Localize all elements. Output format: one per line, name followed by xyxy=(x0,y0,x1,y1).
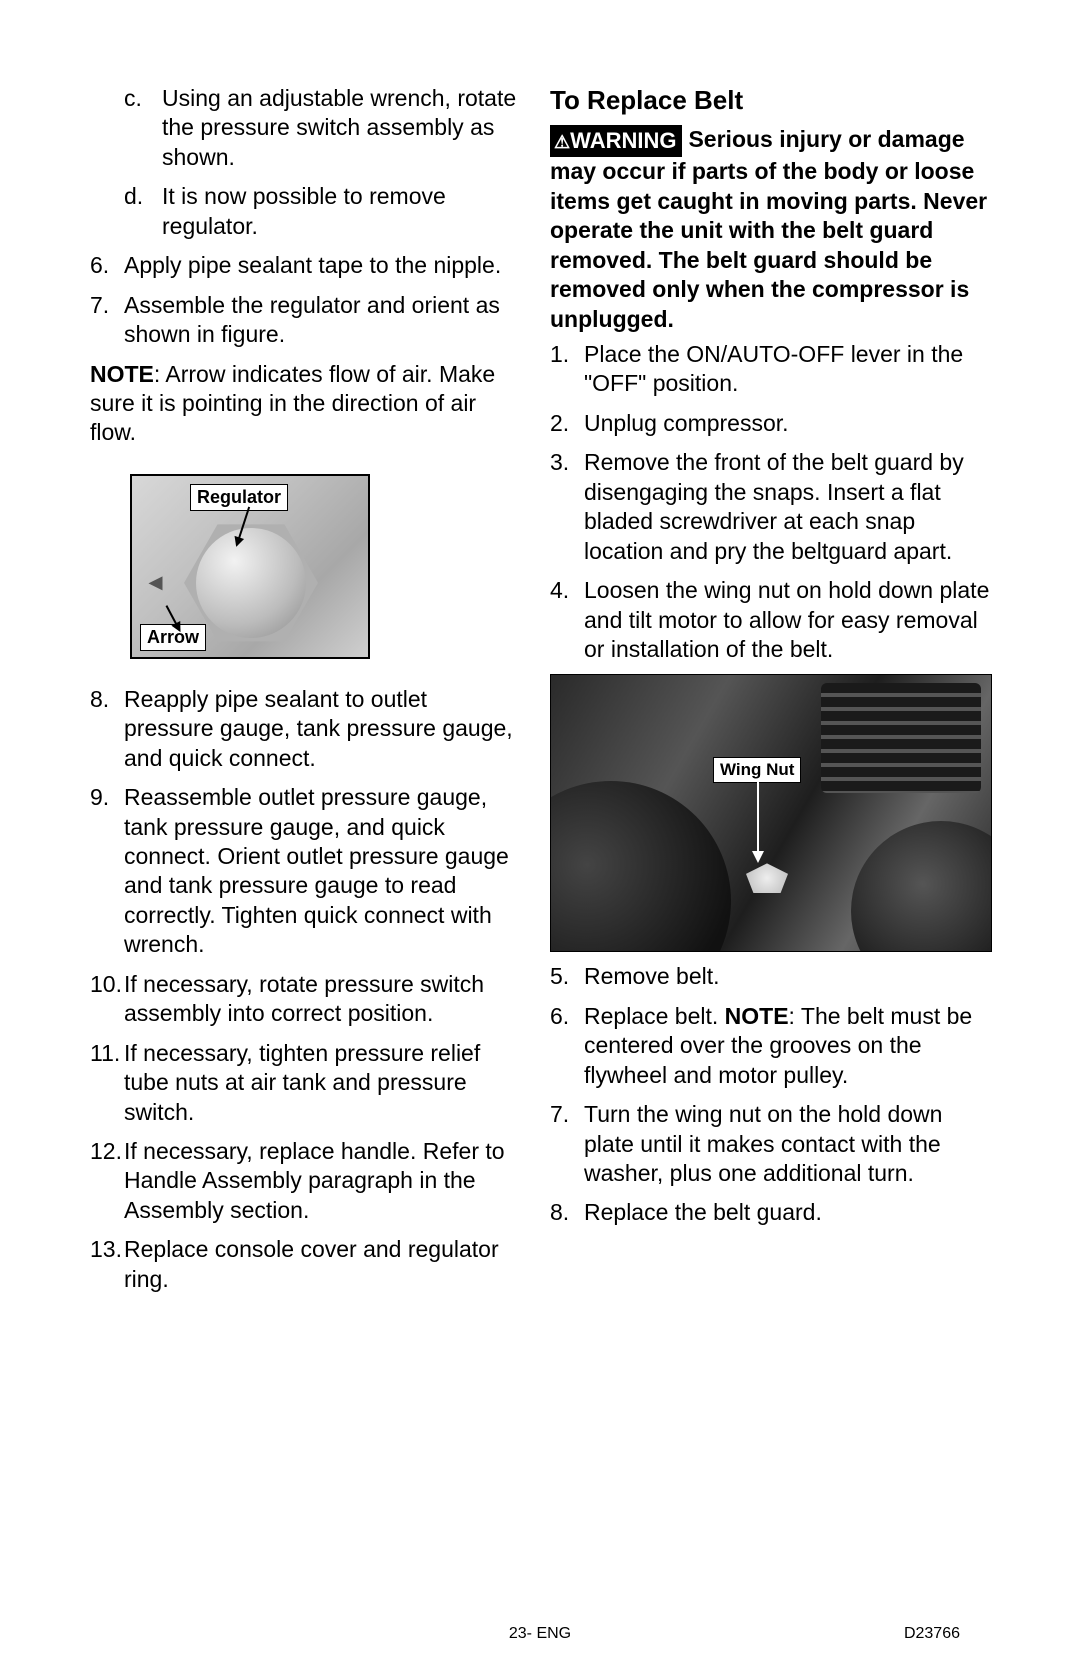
step-2: 2. Unplug compressor. xyxy=(550,409,990,438)
step-number: 10. xyxy=(90,970,124,1029)
step-13: 13. Replace console cover and regulator … xyxy=(90,1235,520,1294)
step-text: Loosen the wing nut on hold down plate a… xyxy=(584,576,990,664)
step-text: Assemble the regulator and orient as sho… xyxy=(124,291,520,350)
step-6: 6. Apply pipe sealant tape to the nipple… xyxy=(90,251,520,280)
step-number: 13. xyxy=(90,1235,124,1294)
step-8: 8. Replace the belt guard. xyxy=(550,1198,990,1227)
step-9: 9. Reassemble outlet pressure gauge, tan… xyxy=(90,783,520,960)
step-10: 10. If necessary, rotate pressure switch… xyxy=(90,970,520,1029)
step-text: Replace console cover and regulator ring… xyxy=(124,1235,520,1294)
step-text: Turn the wing nut on the hold down plate… xyxy=(584,1100,990,1188)
step-12: 12. If necessary, replace handle. Refer … xyxy=(90,1137,520,1225)
step-text: Replace belt. NOTE: The belt must be cen… xyxy=(584,1002,990,1090)
belt-steps-top: 1. Place the ON/AUTO-OFF lever in the "O… xyxy=(550,340,990,664)
step-number: 8. xyxy=(550,1198,584,1227)
sub-item-c: c. Using an adjustable wrench, rotate th… xyxy=(124,84,520,172)
warning-badge: ⚠WARNING xyxy=(550,125,682,157)
step-text: Unplug compressor. xyxy=(584,409,990,438)
inline-note-label: NOTE xyxy=(725,1003,789,1029)
step-number: 7. xyxy=(550,1100,584,1188)
flywheel-right xyxy=(851,821,992,952)
main-list-top: 6. Apply pipe sealant tape to the nipple… xyxy=(90,251,520,349)
step-number: 2. xyxy=(550,409,584,438)
sub-text: It is now possible to remove regulator. xyxy=(162,182,520,241)
step-4: 4. Loosen the wing nut on hold down plat… xyxy=(550,576,990,664)
page: c. Using an adjustable wrench, rotate th… xyxy=(0,0,1080,1669)
warning-triangle-icon: ⚠ xyxy=(554,131,570,154)
step-text: Reapply pipe sealant to outlet pressure … xyxy=(124,685,520,773)
note-label: NOTE xyxy=(90,361,154,387)
sub-list: c. Using an adjustable wrench, rotate th… xyxy=(124,84,520,241)
step-number: 7. xyxy=(90,291,124,350)
warning-paragraph: ⚠WARNINGSerious injury or damage may occ… xyxy=(550,125,990,334)
step-text-a: Replace belt. xyxy=(584,1003,725,1029)
flywheel-left xyxy=(550,781,731,952)
step-text: Replace the belt guard. xyxy=(584,1198,990,1227)
step-number: 3. xyxy=(550,448,584,566)
step-7: 7. Turn the wing nut on the hold down pl… xyxy=(550,1100,990,1188)
figure-frame: ▲ Regulator Arrow xyxy=(130,474,370,659)
note-paragraph: NOTE: Arrow indicates flow of air. Make … xyxy=(90,360,520,448)
figure-wingnut: Wing Nut xyxy=(550,674,992,952)
wing-nut-shape xyxy=(746,863,788,893)
step-7: 7. Assemble the regulator and orient as … xyxy=(90,291,520,350)
warning-text: Serious injury or damage may occur if pa… xyxy=(550,126,987,331)
step-text: If necessary, tighten pressure relief tu… xyxy=(124,1039,520,1127)
main-list-bottom: 8. Reapply pipe sealant to outlet pressu… xyxy=(90,685,520,1294)
pointer-icon xyxy=(757,779,759,861)
step-number: 8. xyxy=(90,685,124,773)
sub-item-d: d. It is now possible to remove regulato… xyxy=(124,182,520,241)
sub-marker: c. xyxy=(124,84,162,172)
step-text: Remove the front of the belt guard by di… xyxy=(584,448,990,566)
sub-marker: d. xyxy=(124,182,162,241)
step-number: 6. xyxy=(90,251,124,280)
step-1: 1. Place the ON/AUTO-OFF lever in the "O… xyxy=(550,340,990,399)
regulator-knob xyxy=(196,528,306,638)
step-5: 5. Remove belt. xyxy=(550,962,990,991)
section-heading: To Replace Belt xyxy=(550,84,990,117)
flow-arrow-icon: ▲ xyxy=(141,571,172,595)
label-regulator: Regulator xyxy=(190,484,288,511)
step-text: If necessary, replace handle. Refer to H… xyxy=(124,1137,520,1225)
step-text: Remove belt. xyxy=(584,962,990,991)
left-column: c. Using an adjustable wrench, rotate th… xyxy=(90,84,520,1304)
step-number: 4. xyxy=(550,576,584,664)
right-column: To Replace Belt ⚠WARNINGSerious injury o… xyxy=(550,84,990,1304)
step-6: 6. Replace belt. NOTE: The belt must be … xyxy=(550,1002,990,1090)
warning-label: WARNING xyxy=(570,128,676,153)
step-11: 11. If necessary, tighten pressure relie… xyxy=(90,1039,520,1127)
step-number: 12. xyxy=(90,1137,124,1225)
two-column-layout: c. Using an adjustable wrench, rotate th… xyxy=(90,84,990,1304)
belt-steps-bottom: 5. Remove belt. 6. Replace belt. NOTE: T… xyxy=(550,962,990,1228)
footer-page-number: 23- ENG xyxy=(509,1625,571,1643)
step-text: If necessary, rotate pressure switch ass… xyxy=(124,970,520,1029)
footer-doc-id: D23766 xyxy=(904,1625,960,1643)
step-number: 9. xyxy=(90,783,124,960)
step-number: 1. xyxy=(550,340,584,399)
step-text: Apply pipe sealant tape to the nipple. xyxy=(124,251,520,280)
step-number: 5. xyxy=(550,962,584,991)
figure-regulator: ▲ Regulator Arrow xyxy=(130,474,520,659)
step-3: 3. Remove the front of the belt guard by… xyxy=(550,448,990,566)
step-8: 8. Reapply pipe sealant to outlet pressu… xyxy=(90,685,520,773)
compressor-fins xyxy=(821,683,981,793)
step-text: Place the ON/AUTO-OFF lever in the "OFF"… xyxy=(584,340,990,399)
step-number: 6. xyxy=(550,1002,584,1090)
step-number: 11. xyxy=(90,1039,124,1127)
sub-text: Using an adjustable wrench, rotate the p… xyxy=(162,84,520,172)
step-text: Reassemble outlet pressure gauge, tank p… xyxy=(124,783,520,960)
